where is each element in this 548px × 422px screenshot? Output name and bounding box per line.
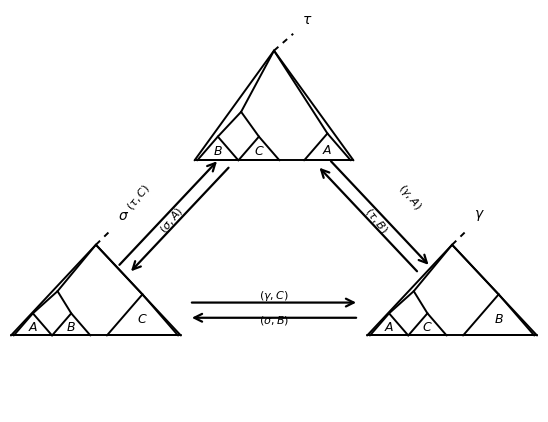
- Text: $C$: $C$: [422, 321, 433, 333]
- Text: $B$: $B$: [213, 145, 222, 158]
- Text: $(\tau, B)$: $(\tau, B)$: [362, 205, 391, 236]
- Text: $(\sigma, B)$: $(\sigma, B)$: [259, 314, 289, 327]
- Text: $C$: $C$: [137, 314, 148, 326]
- Text: $(\gamma, C)$: $(\gamma, C)$: [259, 289, 289, 303]
- Text: $B$: $B$: [66, 321, 76, 333]
- Text: $\gamma$: $\gamma$: [474, 208, 485, 223]
- Text: $(\sigma, A)$: $(\sigma, A)$: [157, 205, 186, 236]
- Text: $(\gamma, A)$: $(\gamma, A)$: [395, 181, 424, 213]
- Text: $B$: $B$: [494, 314, 504, 326]
- Text: $C$: $C$: [254, 145, 264, 158]
- Text: $\tau$: $\tau$: [301, 14, 312, 27]
- Text: $A$: $A$: [384, 321, 394, 333]
- Text: $A$: $A$: [322, 143, 333, 157]
- Text: $\sigma$: $\sigma$: [118, 209, 129, 223]
- Text: $(\tau, C)$: $(\tau, C)$: [124, 181, 153, 213]
- Text: $A$: $A$: [28, 321, 38, 333]
